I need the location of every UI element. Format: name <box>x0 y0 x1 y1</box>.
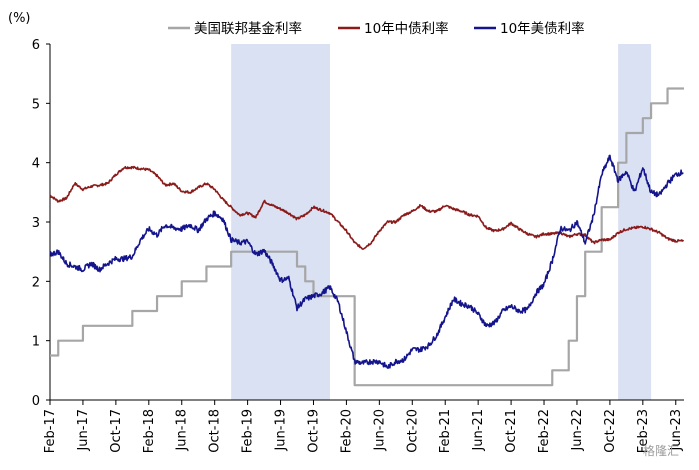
series-lines <box>49 87 685 387</box>
series-line-3 <box>49 154 684 369</box>
x-tick-label: Oct-21 <box>504 409 519 453</box>
watermark: 格隆汇 <box>643 443 679 458</box>
legend: 美国联邦基金利率 10年中债利率 10年美债利率 <box>168 20 585 37</box>
x-tick-label: Oct-22 <box>603 409 618 453</box>
y-tick-label: 5 <box>32 97 40 112</box>
x-tick-label: Jun-19 <box>274 409 289 452</box>
y-axis-unit: (%) <box>8 11 31 26</box>
x-tick-label: Feb-19 <box>241 409 256 453</box>
y-tick-label: 4 <box>32 157 40 172</box>
x-tick-label: Feb-18 <box>142 409 157 453</box>
x-tick-label: Jun-21 <box>471 409 486 452</box>
y-tick-label: 2 <box>32 275 40 290</box>
x-tick-label: Feb-22 <box>537 409 552 453</box>
legend-label-2: 10年中债利率 <box>364 20 449 37</box>
axes: 0 1 2 3 4 5 6 Feb-17 Jun-17 Oct-17 Feb-18 Jun-18 Oct… <box>32 38 684 453</box>
y-tick-label: 1 <box>32 335 40 350</box>
x-tick-label: Feb-21 <box>438 409 453 453</box>
x-tick-label: Feb-23 <box>636 409 651 453</box>
y-tick-label: 6 <box>32 38 40 53</box>
x-tick-label: Jun-22 <box>570 409 585 452</box>
legend-label-3: 10年美债利率 <box>500 20 585 37</box>
x-tick-label: Jun-23 <box>669 409 684 452</box>
shaded-periods <box>231 44 652 400</box>
x-tick-label: Oct-18 <box>208 409 223 453</box>
x-tick-label: Jun-18 <box>175 409 190 452</box>
x-tick-label: Jun-17 <box>76 409 91 452</box>
x-tick-label: Feb-17 <box>43 409 58 453</box>
x-tick-label: Jun-20 <box>372 409 387 452</box>
y-tick-label: 0 <box>32 394 40 409</box>
series-line-2 <box>49 165 685 250</box>
y-tick-label: 3 <box>32 216 40 231</box>
x-tick-label: Feb-20 <box>339 409 354 453</box>
x-tick-label: Oct-19 <box>306 409 321 453</box>
x-tick-label: Oct-17 <box>109 409 124 453</box>
shaded-period-2 <box>618 44 652 400</box>
shaded-period-1 <box>231 44 330 400</box>
series-line-1 <box>50 87 684 387</box>
x-tick-label: Oct-20 <box>405 409 420 453</box>
legend-label-1: 美国联邦基金利率 <box>194 20 302 37</box>
